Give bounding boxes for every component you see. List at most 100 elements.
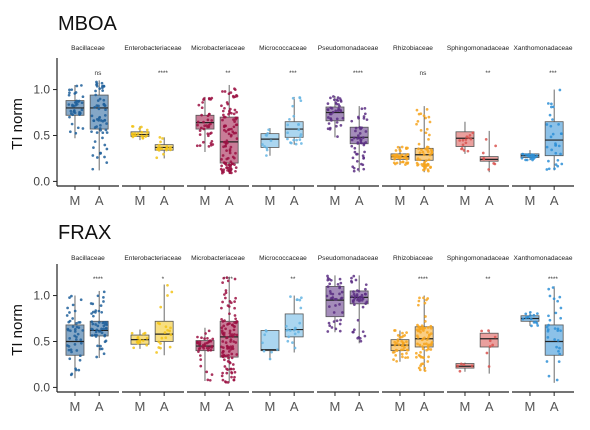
data-point [401, 331, 404, 335]
x-tick-label: M [200, 193, 211, 208]
data-point [210, 96, 214, 100]
data-point [77, 321, 80, 324]
data-point [426, 346, 430, 349]
data-point [401, 344, 405, 347]
group-m: M [325, 95, 345, 208]
data-point [199, 364, 203, 368]
significance-label: **** [158, 70, 169, 77]
box [544, 121, 564, 157]
data-point [360, 126, 364, 130]
data-point [263, 145, 266, 148]
data-point [418, 151, 422, 155]
data-point [350, 138, 354, 142]
data-point [329, 292, 333, 295]
significance-label: *** [289, 70, 297, 77]
data-point [225, 336, 229, 339]
data-point [223, 106, 226, 110]
data-point [359, 139, 363, 142]
data-point [219, 167, 223, 171]
data-point [547, 287, 551, 291]
data-point [353, 146, 357, 150]
group-m: M [390, 329, 410, 414]
facet-label: Sphingomonadaceae [447, 45, 510, 52]
data-point [356, 134, 360, 137]
data-point [332, 311, 336, 314]
data-point [365, 118, 369, 122]
data-point [235, 353, 239, 356]
data-point [546, 336, 550, 339]
data-point [531, 156, 534, 160]
data-point [330, 119, 333, 122]
data-point [168, 329, 172, 333]
data-point [560, 162, 564, 166]
significance-label: **** [548, 276, 559, 283]
data-point [232, 340, 235, 343]
data-point [226, 304, 230, 307]
x-tick-label: M [135, 193, 146, 208]
group-m: M [455, 121, 475, 208]
data-point [524, 153, 528, 156]
data-point [392, 161, 396, 165]
data-point [421, 347, 425, 351]
data-point [233, 156, 236, 160]
data-point [96, 294, 100, 298]
data-point [225, 149, 228, 152]
data-point [289, 329, 292, 332]
data-point [291, 96, 295, 100]
data-point [79, 341, 83, 345]
data-point [330, 326, 334, 329]
group-m: M [195, 96, 215, 208]
data-point [235, 137, 239, 140]
data-point [227, 112, 230, 116]
data-point [98, 97, 102, 101]
data-point [105, 320, 108, 324]
data-point [398, 148, 402, 152]
data-point [456, 364, 459, 368]
data-point [225, 166, 228, 170]
data-point [392, 358, 395, 361]
data-point [403, 155, 407, 159]
data-point [141, 339, 145, 342]
group-a: A [414, 106, 434, 208]
data-point [396, 339, 400, 343]
x-tick-label: M [525, 399, 536, 414]
data-point [223, 115, 227, 119]
data-point [294, 142, 298, 146]
data-point [339, 281, 343, 285]
data-point [533, 155, 537, 159]
group-a: A [544, 88, 564, 208]
data-point [210, 119, 214, 122]
data-point [422, 114, 426, 118]
data-point [338, 292, 341, 296]
data-point [233, 370, 237, 374]
data-point [401, 341, 405, 345]
data-point [70, 294, 73, 298]
data-point [359, 295, 362, 299]
data-point [72, 109, 76, 113]
data-point [221, 90, 224, 93]
facet-label: Enterobacteriaceae [124, 45, 182, 52]
data-point [488, 345, 492, 348]
data-point [327, 122, 331, 125]
data-point [393, 157, 396, 161]
data-point [422, 153, 426, 157]
data-point [355, 294, 359, 298]
data-point [555, 378, 559, 382]
data-point [326, 278, 330, 282]
x-tick-label: A [550, 193, 559, 208]
data-point [353, 150, 357, 154]
x-tick-label: A [95, 193, 104, 208]
data-point [356, 336, 360, 340]
data-point [360, 107, 364, 111]
data-point [393, 329, 397, 332]
data-point [164, 336, 168, 340]
data-point [334, 327, 338, 331]
x-tick-label: M [330, 399, 341, 414]
data-point [99, 152, 102, 155]
data-point [221, 300, 224, 304]
y-tick-label: 1.0 [33, 289, 50, 303]
data-point [393, 343, 397, 347]
data-point [559, 316, 563, 320]
data-point [396, 334, 400, 337]
data-point [286, 339, 290, 343]
